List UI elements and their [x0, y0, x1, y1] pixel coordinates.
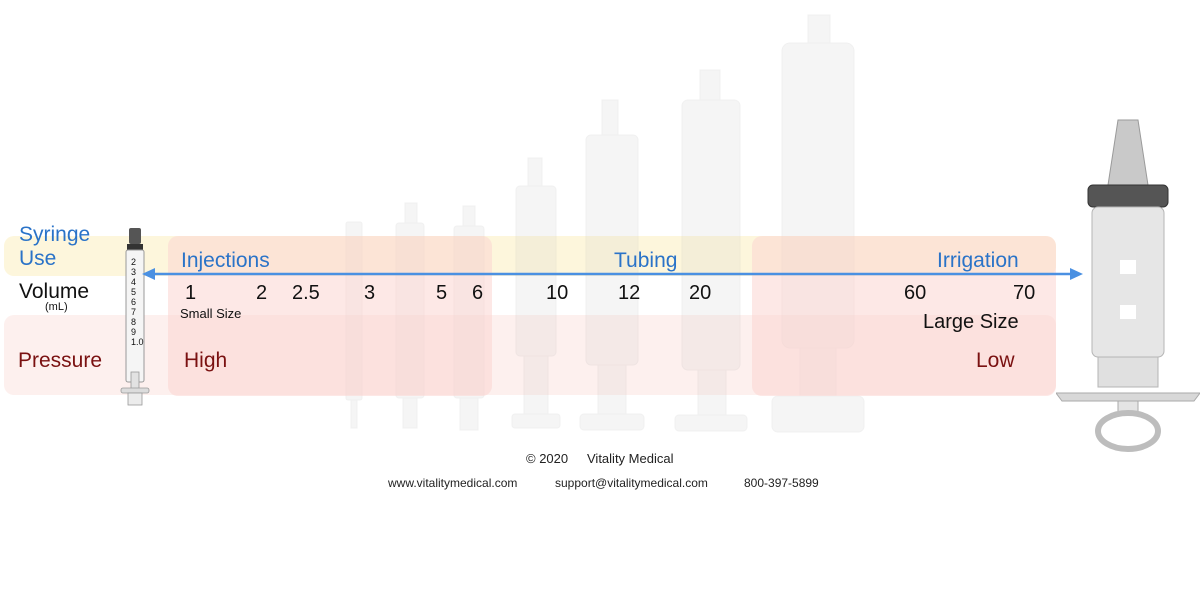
volume-value: 6: [472, 282, 484, 304]
syringe-20ml-image: [674, 69, 748, 432]
footer-website-link[interactable]: www.vitalitymedical.com: [388, 476, 518, 490]
use-irrigation: Irrigation: [937, 249, 1019, 272]
use-injections: Injections: [181, 249, 270, 272]
footer-phone: 800-397-5899: [744, 476, 819, 490]
volume-value: 5: [436, 282, 448, 304]
pressure-low: Low: [976, 349, 1015, 372]
volume-value: 2.5: [292, 282, 320, 304]
pressure-high: High: [184, 349, 228, 372]
footer-company: Vitality Medical: [587, 451, 674, 466]
syringe-12ml-image: [579, 99, 645, 431]
irrigation-zone: [752, 236, 1056, 396]
scale-label: 8: [131, 317, 137, 327]
large-syringe-image: [1056, 119, 1200, 452]
volume-unit-label: (mL): [45, 301, 68, 313]
scale-label: 4: [131, 277, 137, 287]
pressure-label: Pressure: [18, 349, 103, 372]
volume-value: 1: [185, 282, 197, 304]
syringe-use-label-line1: Syringe: [19, 223, 91, 246]
volume-value: 12: [618, 282, 641, 304]
injections-zone: [168, 236, 492, 396]
scale-label: 1.0: [131, 337, 144, 347]
volume-value: 2: [256, 282, 268, 304]
volume-label: Volume: [19, 280, 90, 303]
scale-label: 7: [131, 307, 137, 317]
volume-value: 60: [904, 282, 927, 304]
scale-label: 3: [131, 267, 137, 277]
small-size-label: Small Size: [180, 306, 242, 321]
volume-value: 3: [364, 282, 376, 304]
use-tubing: Tubing: [614, 249, 678, 272]
volume-range-arrow: [142, 268, 1083, 280]
footer-email-link[interactable]: support@vitalitymedical.com: [555, 476, 708, 490]
volume-value: 20: [689, 282, 712, 304]
small-syringe-image: [120, 228, 150, 406]
scale-label: 2: [131, 257, 137, 267]
syringe-10ml-image: [511, 157, 561, 429]
volume-value: 10: [546, 282, 569, 304]
syringe-use-label-line2: Use: [19, 247, 57, 270]
large-size-label: Large Size: [923, 311, 1019, 333]
volume-value: 70: [1013, 282, 1036, 304]
scale-label: 5: [131, 287, 137, 297]
scale-label: 6: [131, 297, 137, 307]
footer-copyright: © 2020: [526, 451, 569, 466]
scale-label: 9: [131, 327, 137, 337]
